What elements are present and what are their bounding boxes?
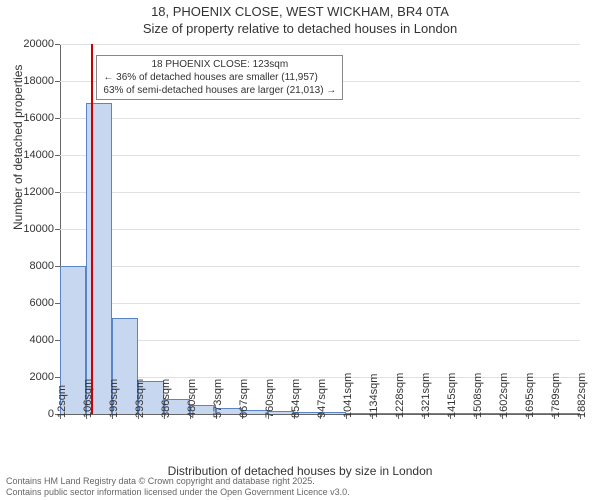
x-tick-label: 573sqm bbox=[212, 379, 224, 418]
title-block: 18, PHOENIX CLOSE, WEST WICKHAM, BR4 0TA… bbox=[0, 0, 600, 38]
x-tick-label: 947sqm bbox=[316, 379, 328, 418]
x-tick-label: 1228sqm bbox=[394, 373, 406, 418]
x-tick-label: 1041sqm bbox=[342, 373, 354, 418]
x-tick-label: 854sqm bbox=[290, 379, 302, 418]
grid-line bbox=[60, 118, 580, 119]
grid-line bbox=[60, 44, 580, 45]
grid-line bbox=[60, 303, 580, 304]
x-tick-label: 12sqm bbox=[56, 385, 68, 418]
title-line-1: 18, PHOENIX CLOSE, WEST WICKHAM, BR4 0TA bbox=[0, 4, 600, 21]
grid-line bbox=[60, 192, 580, 193]
x-tick-label: 106sqm bbox=[82, 379, 94, 418]
y-tick-label: 2000 bbox=[30, 371, 60, 383]
grid-line bbox=[60, 155, 580, 156]
y-tick-label: 20000 bbox=[23, 38, 60, 50]
x-tick-label: 1602sqm bbox=[498, 373, 510, 418]
footer-line-2: Contains public sector information licen… bbox=[6, 487, 350, 498]
x-tick-label: 760sqm bbox=[264, 379, 276, 418]
x-tick-label: 386sqm bbox=[160, 379, 172, 418]
footer-attribution: Contains HM Land Registry data © Crown c… bbox=[6, 476, 350, 498]
x-tick-label: 1695sqm bbox=[524, 373, 536, 418]
y-tick-label: 10000 bbox=[23, 223, 60, 235]
x-tick-label: 1321sqm bbox=[420, 373, 432, 418]
annotation-line-2: ← 36% of detached houses are smaller (11… bbox=[103, 71, 336, 84]
x-tick-label: 667sqm bbox=[238, 379, 250, 418]
y-tick-label: 6000 bbox=[30, 297, 60, 309]
annotation-line-3: 63% of semi-detached houses are larger (… bbox=[103, 84, 336, 97]
y-tick-label: 4000 bbox=[30, 334, 60, 346]
y-tick-label: 12000 bbox=[23, 186, 60, 198]
y-tick-label: 8000 bbox=[30, 260, 60, 272]
y-tick-label: 14000 bbox=[23, 149, 60, 161]
x-tick-label: 480sqm bbox=[186, 379, 198, 418]
grid-line bbox=[60, 229, 580, 230]
grid-line bbox=[60, 266, 580, 267]
y-axis-label: Number of detached properties bbox=[11, 65, 25, 230]
x-tick-label: 1789sqm bbox=[550, 373, 562, 418]
x-tick-label: 199sqm bbox=[108, 379, 120, 418]
grid-line bbox=[60, 340, 580, 341]
x-tick-label: 293sqm bbox=[134, 379, 146, 418]
chart-container: 18, PHOENIX CLOSE, WEST WICKHAM, BR4 0TA… bbox=[0, 0, 600, 500]
title-line-2: Size of property relative to detached ho… bbox=[0, 21, 600, 38]
y-tick-label: 18000 bbox=[23, 75, 60, 87]
x-tick-label: 1508sqm bbox=[472, 373, 484, 418]
annotation-box: 18 PHOENIX CLOSE: 123sqm← 36% of detache… bbox=[96, 55, 343, 100]
footer-line-1: Contains HM Land Registry data © Crown c… bbox=[6, 476, 350, 487]
x-tick-label: 1134sqm bbox=[368, 374, 380, 418]
plot-area: 0200040006000800010000120001400016000180… bbox=[60, 44, 580, 414]
x-tick-label: 1415sqm bbox=[446, 373, 458, 418]
x-tick-label: 1882sqm bbox=[576, 373, 588, 418]
annotation-line-1: 18 PHOENIX CLOSE: 123sqm bbox=[103, 58, 336, 71]
y-tick-label: 16000 bbox=[23, 112, 60, 124]
property-marker-line bbox=[91, 44, 93, 414]
